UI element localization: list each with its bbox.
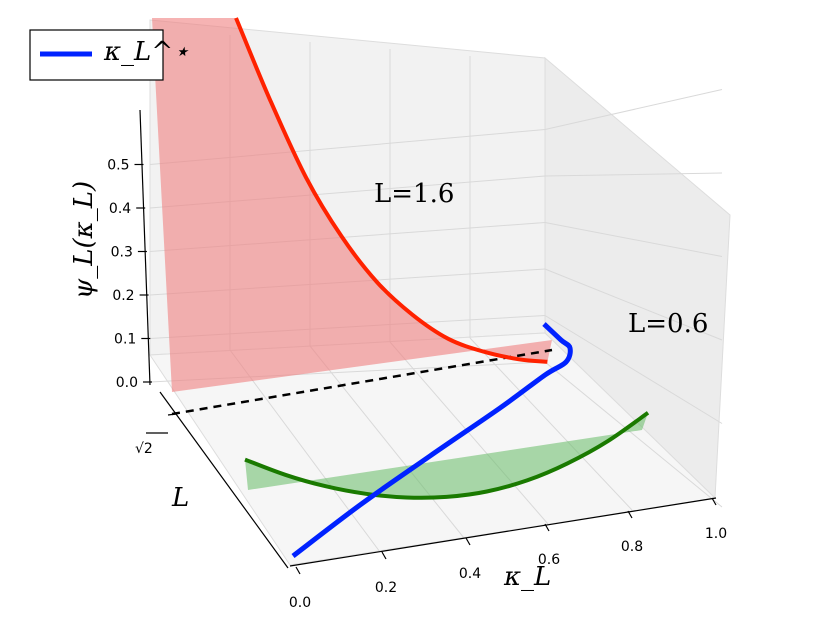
x-tick-mark bbox=[544, 523, 550, 532]
z-tick-label: 0.0 bbox=[116, 375, 138, 391]
z-tick-label: 0.1 bbox=[114, 332, 136, 348]
x-tick-label: 0.0 bbox=[289, 595, 311, 611]
legend-label-kappa-star: κ_L^⋆ bbox=[103, 37, 189, 67]
y-tick-label: √2 bbox=[135, 441, 153, 457]
series-line-kappa-star bbox=[291, 322, 573, 558]
x-tick-mark bbox=[295, 566, 301, 575]
z-tick-label: 0.5 bbox=[107, 158, 129, 174]
y-axis-label: L bbox=[171, 483, 189, 513]
series-line-L0.6 bbox=[244, 411, 650, 500]
z-tick-label: 0.3 bbox=[111, 245, 133, 261]
legend: κ_L^⋆ bbox=[29, 29, 189, 81]
red-fill-surface bbox=[152, 18, 552, 392]
x-tick-mark bbox=[465, 537, 471, 546]
x-tick-label: 1.0 bbox=[705, 526, 727, 542]
z-axis-spine bbox=[139, 109, 151, 386]
x-tick-label: 0.2 bbox=[375, 580, 397, 596]
series-line-L1.6 bbox=[234, 17, 548, 364]
z-tick-label: 0.2 bbox=[112, 288, 134, 304]
x-tick-label: 0.4 bbox=[459, 566, 481, 582]
x-tick-mark bbox=[627, 510, 633, 519]
x-tick-mark bbox=[381, 551, 387, 560]
annotation-L1.6: L=1.6 bbox=[374, 179, 454, 209]
svg-text:ψ_L(κ_L): ψ_L(κ_L) bbox=[69, 181, 99, 299]
y-tick-mark bbox=[167, 413, 177, 416]
z-axis-ticks: 0.0 0.1 0.2 0.3 0.4 0.5 bbox=[107, 158, 152, 391]
x-tick-mark bbox=[711, 497, 717, 506]
x-tick-label: 0.8 bbox=[621, 539, 643, 555]
x-axis-label: κ_L bbox=[503, 562, 551, 592]
x-tick-label: 0.6 bbox=[538, 552, 560, 568]
x-axis-spine bbox=[289, 497, 717, 567]
x-axis-ticks: 0.0 0.2 0.4 0.6 0.8 1.0 bbox=[289, 497, 727, 611]
annotation-L0.6: L=0.6 bbox=[628, 309, 708, 339]
y-axis-spine bbox=[159, 391, 289, 569]
z-tick-label: 0.4 bbox=[109, 201, 131, 217]
green-fill-surface bbox=[245, 412, 648, 498]
z-axis-label: ψ_L(κ_L) bbox=[69, 181, 99, 299]
